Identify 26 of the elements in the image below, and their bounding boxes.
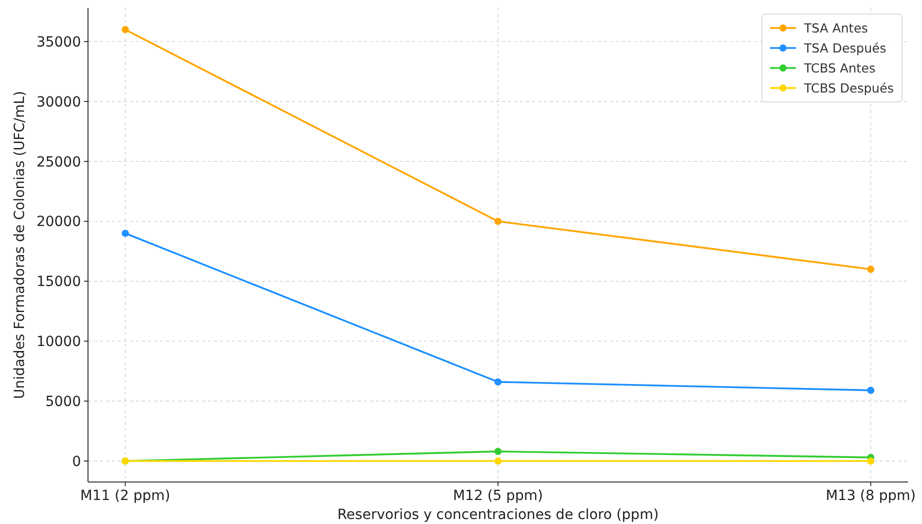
y-tick-label: 35000	[36, 34, 81, 50]
legend-label: TSA Después	[803, 40, 886, 56]
y-tick-label: 0	[72, 454, 81, 470]
legend-label: TSA Antes	[803, 20, 868, 36]
legend-label: TCBS Después	[803, 80, 894, 96]
x-tick-label: M13 (8 ppm)	[826, 488, 916, 504]
point	[867, 386, 874, 394]
y-axis-title: Unidades Formadoras de Colonias (UFC/mL)	[12, 90, 28, 400]
legend-label: TCBS Antes	[803, 60, 876, 76]
point	[494, 378, 502, 386]
x-axis-title: Reservorios y concentraciones de cloro (ppm)	[337, 507, 659, 523]
y-tick-label: 5000	[45, 394, 81, 410]
point	[867, 266, 874, 273]
point	[122, 230, 129, 237]
y-tick-label: 10000	[36, 334, 81, 350]
y-tick-label: 15000	[36, 274, 81, 290]
y-tick-label: 20000	[36, 214, 81, 230]
y-tick-label: 30000	[36, 94, 81, 110]
x-tick-label: M12 (5 ppm)	[452, 488, 544, 504]
point	[122, 26, 129, 34]
point	[494, 218, 502, 225]
point	[494, 457, 502, 465]
point	[867, 457, 874, 465]
y-tick-label: 25000	[36, 154, 81, 170]
point	[494, 448, 502, 456]
x-tick-label: M11 (2 ppm)	[80, 488, 170, 504]
